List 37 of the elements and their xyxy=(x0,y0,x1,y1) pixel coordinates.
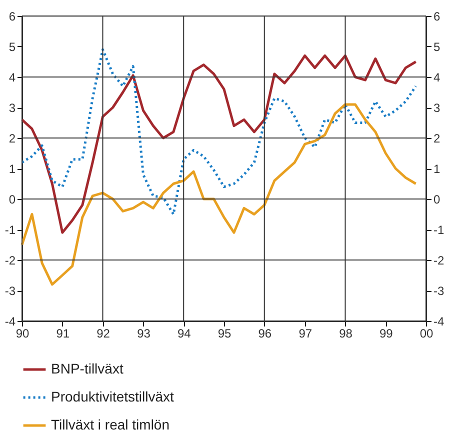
y-tick-label: 1 xyxy=(8,162,16,176)
y-tick-label: 5 xyxy=(8,40,16,54)
x-tick-label: 91 xyxy=(56,326,70,340)
x-tick-label: 00 xyxy=(420,326,434,340)
legend-label: Tillväxt i real timlön xyxy=(51,416,170,432)
y2-tick-label: 5 xyxy=(434,40,440,54)
x-tick-label: 94 xyxy=(177,326,192,340)
x-tick-label: 90 xyxy=(16,326,30,340)
y2-tick-label: 0 xyxy=(434,192,440,206)
x-tick-label: 92 xyxy=(96,326,110,340)
x-tick-label: 98 xyxy=(339,326,353,340)
legend-label: BNP-tillväxt xyxy=(51,360,124,376)
x-tick-label: 97 xyxy=(298,326,312,340)
x-tick-label: 95 xyxy=(218,326,232,340)
y-tick-label: -4 xyxy=(4,314,16,328)
y2-tick-label: -2 xyxy=(434,254,444,268)
y-tick-label: -2 xyxy=(4,254,16,268)
y-tick-label: 3 xyxy=(8,101,16,115)
y2-tick-label: 6 xyxy=(434,10,440,24)
x-tick-label: 93 xyxy=(137,326,151,340)
y-tick-label: 4 xyxy=(8,70,16,84)
line-series xyxy=(20,103,418,286)
x-tick-label: 96 xyxy=(258,326,272,340)
y2-tick-label: 3 xyxy=(434,101,440,115)
x-tick-label: 99 xyxy=(379,326,394,340)
y-tick-label: 2 xyxy=(8,132,16,146)
y-tick-label: 0 xyxy=(8,192,16,206)
y2-tick-label: -4 xyxy=(434,314,444,328)
y2-tick-label: 2 xyxy=(434,132,440,146)
y-tick-label: 6 xyxy=(8,10,16,24)
y2-tick-label: -3 xyxy=(434,284,444,298)
y-tick-label: -1 xyxy=(4,223,16,237)
legend-label: Produktivitetstillväxt xyxy=(51,388,174,404)
y2-tick-label: -1 xyxy=(434,223,444,237)
y2-tick-label: 4 xyxy=(434,70,440,84)
y-tick-label: -3 xyxy=(4,284,16,298)
y2-tick-label: 1 xyxy=(434,162,440,176)
